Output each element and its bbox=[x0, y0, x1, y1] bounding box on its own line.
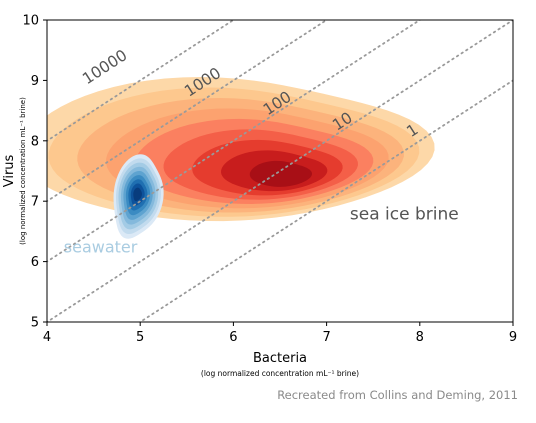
y-tick-label: 9 bbox=[31, 74, 39, 89]
ratio-label: 10000 bbox=[79, 46, 130, 88]
x-tick-label: 9 bbox=[509, 330, 517, 345]
y-axis-label: Virus bbox=[2, 154, 17, 187]
brine-contour-level bbox=[249, 160, 312, 187]
x-axis-label: Bacteria bbox=[253, 351, 307, 366]
x-axis-sublabel: (log normalized concentration mL⁻¹ brine… bbox=[201, 369, 359, 378]
y-tick-label: 5 bbox=[31, 316, 39, 331]
plot-frame bbox=[46, 19, 514, 323]
brine-density-contours bbox=[47, 77, 435, 222]
x-tick-label: 4 bbox=[43, 330, 51, 345]
y-tick-label: 7 bbox=[31, 195, 39, 210]
x-tick-label: 8 bbox=[416, 330, 424, 345]
y-tick-label: 10 bbox=[22, 14, 39, 29]
y-tick-label: 6 bbox=[31, 255, 39, 270]
y-axis-sublabel: (log normalized concentration mL⁻¹ brine… bbox=[19, 97, 27, 245]
x-tick-label: 6 bbox=[229, 330, 237, 345]
y-tick-label: 8 bbox=[31, 134, 39, 149]
annotations: sea ice brine seawater bbox=[64, 204, 459, 256]
seawater-label: seawater bbox=[64, 238, 138, 257]
brine-label: sea ice brine bbox=[350, 204, 459, 224]
x-tick-label: 7 bbox=[322, 330, 330, 345]
seawater-density-contours bbox=[113, 154, 164, 239]
credit-text: Recreated from Collins and Deming, 2011 bbox=[277, 388, 518, 402]
x-tick-label: 5 bbox=[136, 330, 144, 345]
axis-labels: Bacteria (log normalized concentration mL… bbox=[2, 97, 359, 378]
seawater-contour-level bbox=[133, 187, 142, 202]
